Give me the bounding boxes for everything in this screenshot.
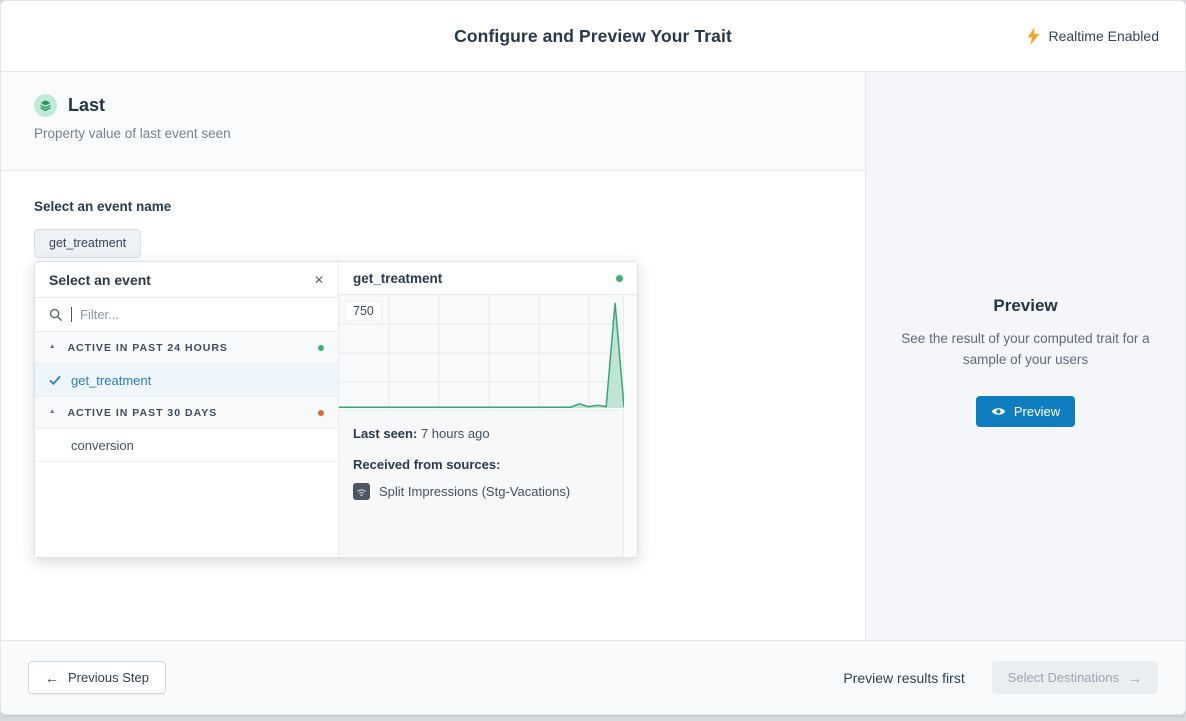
configuration-pane: Last Property value of last event seen S… [1,72,865,640]
popover-title: Select an event [49,271,151,288]
trait-description: Property value of last event seen [34,126,231,141]
last-seen-label: Last seen: [353,426,418,441]
trait-header: Last Property value of last event seen [1,72,865,171]
event-select-popover: Select an event ✕ ▲ [34,261,638,558]
page-title: Configure and Preview Your Trait [454,25,732,46]
event-option-label: get_treatment [71,372,152,388]
last-trait-icon [34,94,57,117]
lightning-bolt-icon [1028,27,1040,45]
event-option-conversion[interactable]: conversion [35,429,338,462]
preview-first-hint: Preview results first [843,669,965,686]
arrow-right-icon: → [1128,669,1142,686]
scrollbar-gutter[interactable] [623,295,637,557]
detail-event-name: get_treatment [353,270,443,286]
eye-icon [991,408,1006,415]
collapse-caret-icon: ▲ [49,408,56,415]
layers-icon [40,100,51,112]
previous-step-button[interactable]: ← Previous Step [28,661,166,694]
group-active-24-hours[interactable]: ▲ ACTIVE IN PAST 24 HOURS [35,332,338,364]
source-name: Split Impressions (Stg-Vacations) [379,484,571,499]
event-config-body: Select an event name get_treatment Selec… [1,171,865,640]
check-icon [49,375,63,385]
event-option-get-treatment[interactable]: get_treatment [35,364,338,397]
green-status-dot [616,274,623,282]
text-cursor [71,307,72,322]
selected-event-chip[interactable]: get_treatment [34,229,142,258]
collapse-caret-icon: ▲ [49,343,56,350]
source-wifi-icon [353,483,370,500]
sources-label: Received from sources: [353,457,501,472]
filter-input[interactable] [80,307,324,322]
search-icon [49,308,63,321]
preview-sidebar: Preview See the result of your computed … [865,72,1185,640]
close-icon[interactable]: ✕ [313,272,324,287]
list-filler [35,462,338,557]
group-active-30-days[interactable]: ▲ ACTIVE IN PAST 30 DAYS [35,397,338,429]
event-name-label: Select an event name [34,199,172,214]
event-filter[interactable] [35,298,338,332]
realtime-status: Realtime Enabled [1027,1,1159,71]
event-detail-panel: get_treatment [338,262,637,557]
last-seen-value: 7 hours ago [420,426,490,441]
trait-name: Last [68,95,106,115]
orange-status-dot [318,409,324,416]
event-option-label: conversion [71,437,134,453]
event-volume-chart-box: 750 [338,295,625,410]
event-detail-info: Last seen: 7 hours ago Received from sou… [339,410,623,557]
preview-title: Preview [993,296,1058,315]
arrow-left-icon: ← [45,669,59,686]
page-header: Configure and Preview Your Trait Realtim… [1,1,1185,72]
event-list-panel: Select an event ✕ ▲ [35,262,339,557]
select-destinations-button[interactable]: Select Destinations → [991,661,1158,694]
y-axis-tick-label: 750 [345,301,382,321]
wizard-footer: ← Previous Step Preview results first Se… [1,640,1185,714]
realtime-label: Realtime Enabled [1048,28,1159,44]
green-status-dot [318,344,324,351]
source-row: Split Impressions (Stg-Vacations) [353,483,609,500]
preview-button[interactable]: Preview [975,395,1076,427]
preview-description: See the result of your computed trait fo… [901,331,1150,367]
event-volume-chart [338,295,625,410]
